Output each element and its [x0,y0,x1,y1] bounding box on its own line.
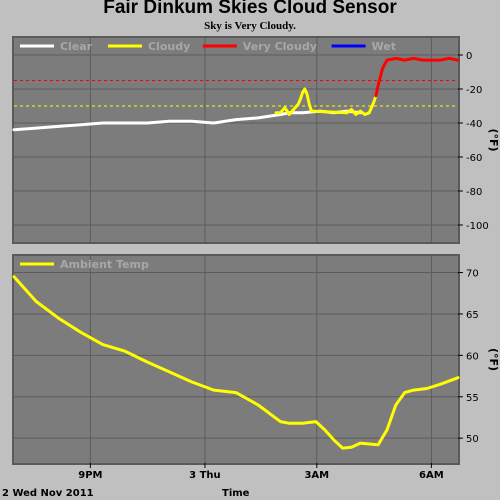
y-tick-label: -80 [466,187,482,198]
x-axis-label: Time [222,488,250,499]
y-tick-label: -20 [466,85,482,96]
y-tick-label: -100 [466,221,489,232]
y-tick-label: 0 [466,51,472,62]
x-tick-label: 3 Thu [189,470,221,481]
legend-label: Clear [60,40,93,53]
y-tick-label: 70 [466,269,479,280]
series-line-very-cloudy [374,56,460,98]
y-tick-label: -60 [466,153,482,164]
y-axis-unit: (°F) [487,128,500,151]
legend-label: Ambient Temp [60,258,149,271]
legend-label: Very Cloudy [243,40,317,53]
plot-area [14,256,458,463]
y-axis-unit: (°F) [487,348,500,371]
legend-label: Wet [372,40,396,53]
ambient-temperature-chart: 50 55 60 65 70 (°F) Ambient Temp 9PM 3 Thu 3AM 6AM [12,254,500,481]
sky-temperature-chart: 0 -20 -40 -60 -80 -100 (°F) Clear Cloudy Very Clo… [12,36,500,244]
page-title: Fair Dinkum Skies Cloud Sensor [103,0,397,18]
y-tick-label: 50 [466,434,479,445]
footer-date: 2 Wed Nov 2011 [2,488,94,499]
x-tick-label: 3AM [304,470,329,481]
plot-area [14,38,458,242]
series-line-cloudy [274,87,378,116]
legend-label: Cloudy [148,40,190,53]
y-tick-label: 60 [466,351,479,362]
x-tick-label: 6AM [419,470,444,481]
y-tick-label: -40 [466,119,482,130]
y-tick-label: 55 [466,393,479,404]
y-tick-label: 65 [466,310,479,321]
series-line-ambient-temp [12,275,460,450]
x-tick-label: 9PM [78,470,102,481]
sky-status: Sky is Very Cloudy. [204,20,296,32]
